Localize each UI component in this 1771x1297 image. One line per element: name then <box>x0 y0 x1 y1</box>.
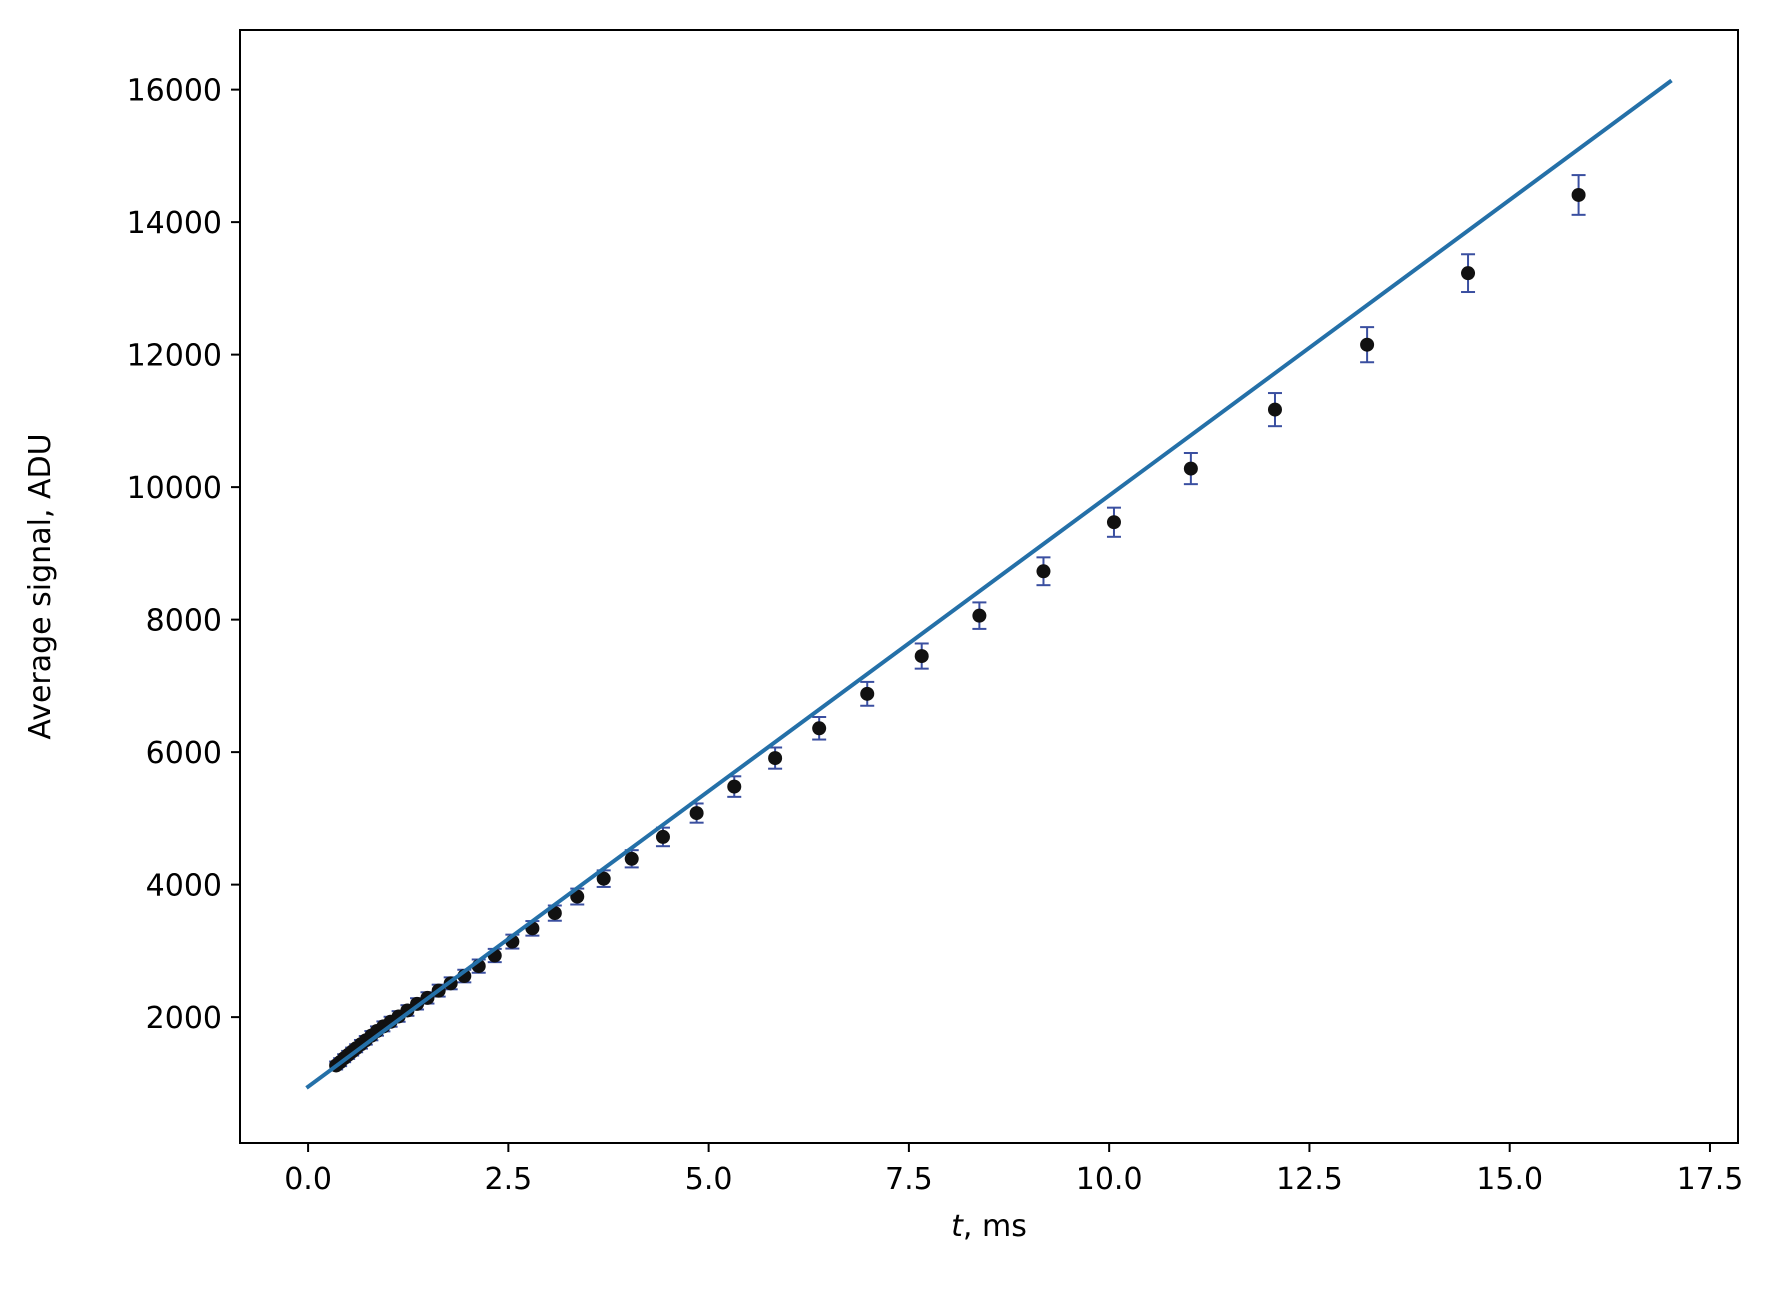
data-point <box>596 871 611 886</box>
series-layer <box>305 78 1673 1090</box>
data-point <box>727 779 742 794</box>
x-axis-label: t, ms <box>951 1209 1027 1244</box>
data-point <box>624 851 639 866</box>
data-point <box>1461 266 1476 281</box>
x-tick-label: 7.5 <box>885 1162 933 1197</box>
x-tick-label: 17.5 <box>1677 1162 1744 1197</box>
x-axis-label-unit: , ms <box>963 1209 1027 1244</box>
y-tick-label: 6000 <box>146 736 222 771</box>
x-axis: 0.0 2.5 5.0 7.5 10.0 12.5 15.0 17.5 <box>284 1143 1743 1197</box>
x-tick-label: 0.0 <box>284 1162 332 1197</box>
data-point <box>860 686 875 701</box>
data-point <box>812 721 827 736</box>
data-point <box>1183 461 1198 476</box>
data-point <box>689 806 704 821</box>
x-tick-label: 12.5 <box>1276 1162 1343 1197</box>
x-tick-label: 10.0 <box>1076 1162 1143 1197</box>
y-tick-label: 4000 <box>146 869 222 904</box>
data-point <box>972 608 987 623</box>
data-point <box>768 751 783 766</box>
x-tick-label: 15.0 <box>1476 1162 1543 1197</box>
y-axis-label: Average signal, ADU <box>23 433 58 739</box>
y-tick-label: 2000 <box>146 1001 222 1036</box>
data-point <box>1106 515 1121 530</box>
plot-frame <box>239 29 1739 1144</box>
y-tick-label: 12000 <box>127 339 222 374</box>
data-point <box>1267 402 1282 417</box>
data-point <box>1571 187 1586 202</box>
x-tick-label: 2.5 <box>484 1162 532 1197</box>
fit-line <box>305 78 1673 1090</box>
y-tick-label: 16000 <box>127 74 222 109</box>
y-tick-label: 14000 <box>127 206 222 241</box>
data-point <box>655 829 670 844</box>
x-tick-label: 5.0 <box>685 1162 733 1197</box>
data-point <box>1036 564 1051 579</box>
y-tick-label: 10000 <box>127 471 222 506</box>
y-tick-label: 8000 <box>146 604 222 639</box>
y-axis: 2000 4000 6000 8000 10000 12000 14000 16000 <box>127 74 240 1036</box>
x-axis-label-variable: t <box>951 1209 964 1244</box>
data-point <box>914 649 929 664</box>
data-point <box>1360 337 1375 352</box>
